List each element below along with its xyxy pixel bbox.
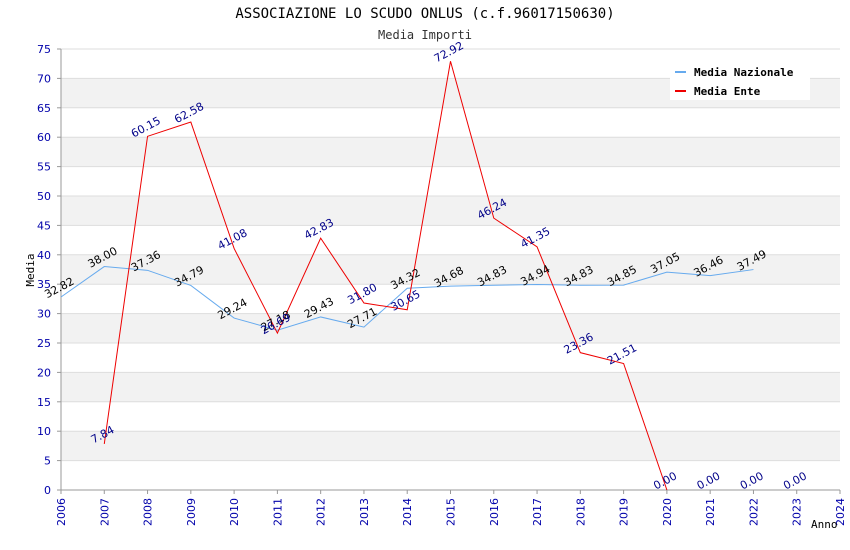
x-tick-label: 2018 <box>574 498 587 526</box>
x-tick-label: 2014 <box>401 498 414 526</box>
legend-box <box>670 60 810 100</box>
data-label: 0.00 <box>695 469 723 492</box>
grid-band <box>61 431 840 461</box>
grid-band <box>61 372 840 402</box>
y-tick-label: 0 <box>44 484 51 497</box>
y-tick-label: 20 <box>37 366 51 379</box>
y-tick-labels: 0 5 10 15 20 25 30 35 40 45 50 55 60 65 70 75 <box>37 43 51 497</box>
x-axis-label: Anno <box>811 518 838 531</box>
y-tick-label: 35 <box>37 278 51 291</box>
y-tick-label: 65 <box>37 102 51 115</box>
x-tick-label: 2020 <box>661 498 674 526</box>
data-label: 60.15 <box>129 114 163 140</box>
x-tick-label: 2009 <box>185 498 198 526</box>
chart-subtitle: Media Importi <box>378 28 472 42</box>
data-label: 0.00 <box>781 469 809 492</box>
x-tick-label: 2011 <box>271 498 284 526</box>
legend-label: Media Ente <box>694 85 761 98</box>
y-tick-label: 60 <box>37 131 51 144</box>
y-tick-label: 30 <box>37 308 51 321</box>
x-tick-label: 2007 <box>98 498 111 526</box>
y-axis-label: Media <box>24 253 37 286</box>
x-tick-label: 2021 <box>704 498 717 526</box>
chart-title: ASSOCIAZIONE LO SCUDO ONLUS (c.f.9601715… <box>235 6 614 22</box>
y-tick-label: 75 <box>37 43 51 56</box>
data-label: 41.35 <box>518 225 552 251</box>
x-tick-label: 2006 <box>55 498 68 526</box>
x-tick-label: 2022 <box>747 498 760 526</box>
y-tick-label: 70 <box>37 72 51 85</box>
y-tick-label: 25 <box>37 337 51 350</box>
series-lines <box>60 61 754 491</box>
grid-band <box>61 313 840 343</box>
y-tick-label: 45 <box>37 219 51 232</box>
data-label: 72.92 <box>432 39 466 65</box>
data-label: 21.51 <box>605 341 639 367</box>
y-tick-label: 55 <box>37 161 51 174</box>
grid-band <box>61 254 840 285</box>
x-tick-label: 2013 <box>358 498 371 526</box>
x-tick-label: 2016 <box>488 498 501 526</box>
x-tick-label: 2017 <box>531 498 544 526</box>
x-tick-label: 2010 <box>228 498 241 526</box>
y-tick-label: 5 <box>44 455 51 468</box>
data-label: 0.00 <box>651 469 679 492</box>
x-tick-label: 2019 <box>618 498 631 526</box>
x-tick-label: 2012 <box>315 498 328 526</box>
legend-label: Media Nazionale <box>694 66 794 79</box>
legend: Media Nazionale Media Ente <box>670 60 810 100</box>
data-label: 31.80 <box>345 281 379 307</box>
series-line-1 <box>103 61 668 491</box>
x-tick-label: 2008 <box>142 498 155 526</box>
x-tick-label: 2024 <box>834 498 847 526</box>
data-label: 41.08 <box>216 226 250 252</box>
x-tick-labels: 2006 2007 2008 2009 2010 2011 2012 2013 2014 2015… <box>55 498 847 526</box>
x-tick-label: 2023 <box>791 498 804 526</box>
x-tick-label: 2015 <box>445 498 458 526</box>
data-label: 0.00 <box>738 469 766 492</box>
series-line-0 <box>60 266 754 331</box>
y-tick-label: 40 <box>37 249 51 262</box>
grid-band <box>61 137 840 167</box>
y-tick-label: 50 <box>37 190 51 203</box>
y-tick-label: 15 <box>37 396 51 409</box>
axes <box>57 48 841 494</box>
grid-band <box>61 196 840 226</box>
y-tick-label: 10 <box>37 425 51 438</box>
